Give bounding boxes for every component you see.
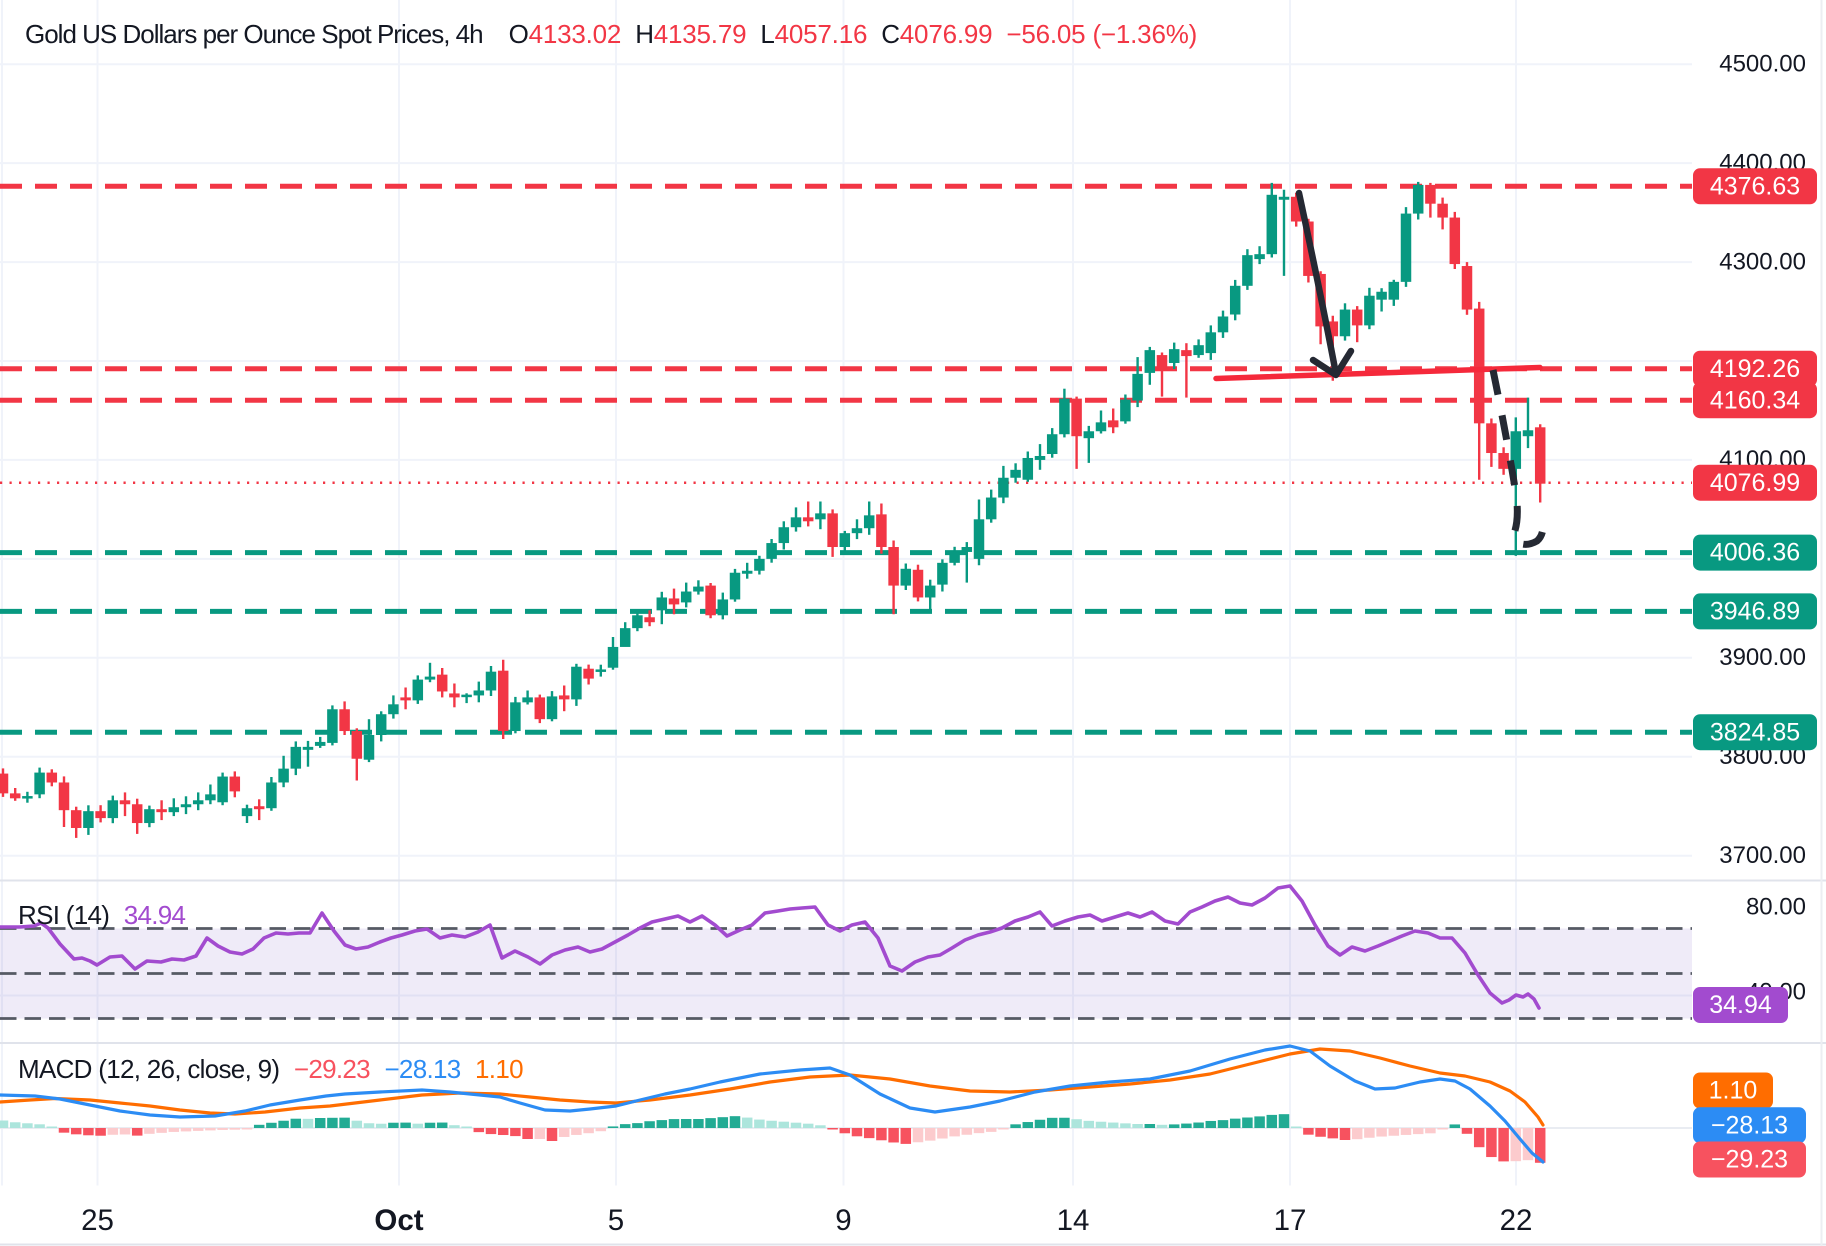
svg-text:−28.13: −28.13 <box>1711 1111 1788 1139</box>
svg-text:Oct: Oct <box>374 1204 423 1237</box>
svg-text:Gold US Dollars per Ounce Spot: Gold US Dollars per Ounce Spot Prices, 4… <box>25 19 1197 49</box>
svg-text:17: 17 <box>1274 1204 1307 1237</box>
svg-text:34.94: 34.94 <box>1709 991 1772 1019</box>
svg-text:−29.23: −29.23 <box>1711 1146 1788 1174</box>
svg-text:3824.85: 3824.85 <box>1710 718 1800 746</box>
svg-text:4192.26: 4192.26 <box>1710 355 1800 383</box>
svg-text:80.00: 80.00 <box>1746 893 1806 920</box>
svg-text:3700.00: 3700.00 <box>1719 842 1806 869</box>
svg-text:4376.63: 4376.63 <box>1710 172 1800 200</box>
svg-text:3900.00: 3900.00 <box>1719 644 1806 671</box>
svg-text:5: 5 <box>608 1204 624 1237</box>
svg-text:22: 22 <box>1500 1204 1533 1237</box>
svg-text:3946.89: 3946.89 <box>1710 598 1800 626</box>
svg-text:4006.36: 4006.36 <box>1710 539 1800 567</box>
svg-text:4300.00: 4300.00 <box>1719 248 1806 275</box>
svg-text:4160.34: 4160.34 <box>1710 386 1800 414</box>
svg-text:MACD (12, 26, close, 9) −29.23: MACD (12, 26, close, 9) −29.23 −28.13 1.… <box>18 1054 523 1084</box>
svg-text:14: 14 <box>1057 1204 1090 1237</box>
svg-text:4076.99: 4076.99 <box>1710 469 1800 497</box>
svg-text:1.10: 1.10 <box>1709 1077 1758 1105</box>
svg-text:9: 9 <box>835 1204 851 1237</box>
svg-text:RSI (14) 34.94: RSI (14) 34.94 <box>18 900 186 930</box>
svg-text:25: 25 <box>81 1204 114 1237</box>
svg-text:4500.00: 4500.00 <box>1719 51 1806 78</box>
